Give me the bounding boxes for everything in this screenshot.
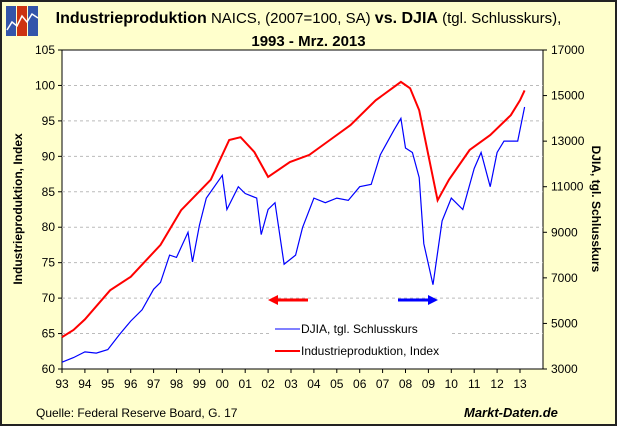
y-left-tick-label: 95 [42,114,56,128]
legend-label-ip: Industrieproduktion, Index [301,344,440,358]
y-right-tick-label: 11000 [551,180,584,194]
y-left-tick-label: 85 [42,185,56,199]
y-right-tick-label: 17000 [551,43,585,57]
blue-right-arrow [398,295,438,305]
y-left-label: Industrieproduktion, Index [11,133,25,285]
y-right-label: DJIA, tgl. Schlusskurs [589,145,603,273]
logo [6,6,39,36]
y-left-tick-label: 70 [42,291,56,305]
x-tick-label: 11 [468,377,481,391]
x-tick-label: 10 [445,377,459,391]
y-left-tick-label: 80 [42,220,56,234]
x-tick-label: 07 [376,377,390,391]
x-tick-label: 05 [330,377,344,391]
y-right-tick-label: 13000 [551,134,585,148]
x-tick-label: 06 [353,377,367,391]
y-left-tick-label: 90 [42,149,56,163]
ip-line [61,80,526,338]
y-left-tick-label: 75 [42,256,56,270]
djia-line [61,106,526,363]
y-left-tick-label: 105 [35,43,55,57]
x-tick-label: 96 [124,377,138,391]
y-right-tick-label: 9000 [551,225,578,239]
y-left-tick-label: 100 [35,78,55,92]
y-right-tick-label: 7000 [551,271,578,285]
x-tick-label: 13 [513,377,527,391]
x-tick-label: 99 [193,377,207,391]
red-left-arrow [268,295,308,305]
brand-text: Markt-Daten.de [464,405,558,420]
x-tick-label: 08 [399,377,413,391]
x-tick-label: 04 [307,377,321,391]
x-tick-label: 02 [261,377,275,391]
x-tick-label: 01 [239,377,253,391]
y-right-tick-label: 3000 [551,362,578,376]
y-right-tick-label: 15000 [551,89,585,103]
y-left-tick-label: 65 [42,327,56,341]
x-tick-label: 09 [422,377,436,391]
source-note: Quelle: Federal Reserve Board, G. 17 [36,406,238,420]
x-tick-label: 03 [284,377,298,391]
x-tick-label: 93 [55,377,69,391]
x-tick-label: 00 [216,377,230,391]
chart-title: Industrieproduktion NAICS, (2007=100, SA… [55,10,562,27]
x-tick-label: 98 [170,377,184,391]
x-tick-label: 12 [490,377,504,391]
legend-box [272,320,452,364]
y-left-tick-label: 60 [42,362,56,376]
x-tick-label: 94 [78,377,92,391]
x-tick-label: 97 [147,377,161,391]
x-tick-label: 95 [101,377,115,391]
y-right-tick-label: 5000 [551,316,578,330]
chart-subtitle: 1993 - Mrz. 2013 [251,33,366,50]
legend-label-djia: DJIA, tgl. Schlusskurs [301,322,418,336]
